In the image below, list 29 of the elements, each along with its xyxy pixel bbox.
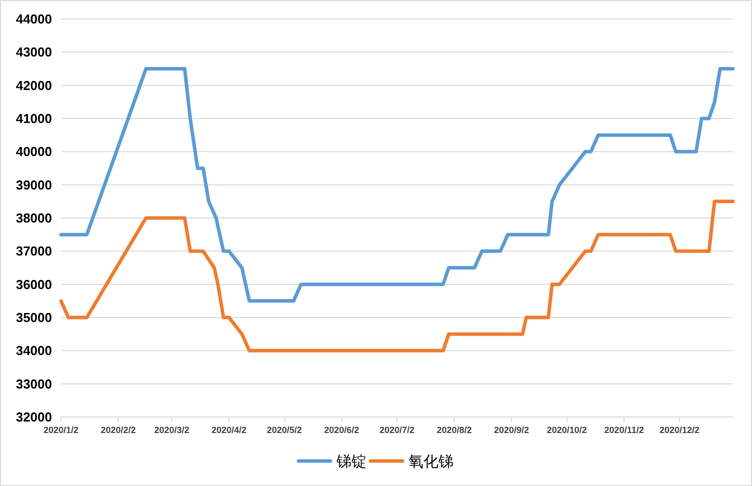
x-tick-label: 2020/7/2 [379,425,415,435]
y-tick-label: 33000 [16,376,52,392]
x-tick-label: 2020/9/2 [494,425,529,435]
y-tick-label: 42000 [16,78,52,93]
y-tick-label: 35000 [16,310,52,326]
x-tick-label: 2020/11/2 [604,425,644,435]
x-tick-label: 2020/2/2 [100,425,136,435]
y-tick-label: 44000 [16,12,52,27]
x-tick-label: 2020/6/2 [324,425,360,435]
y-tick-label: 38000 [16,210,52,226]
y-tick-label: 36000 [16,276,52,292]
x-tick-label: 2020/8/2 [436,425,472,435]
y-tick-label: 40000 [16,144,52,160]
y-tick-label: 41000 [16,111,52,126]
y-tick-label: 34000 [16,343,52,358]
x-tick-label: 2020/4/2 [211,425,247,435]
x-tick-label: 2020/10/2 [546,425,587,435]
line-series [59,200,735,352]
x-tick-label: 2020/3/2 [154,425,190,435]
x-tick-label: 2020/12/2 [659,425,700,435]
x-tick-label: 2020/1/2 [43,425,79,435]
x-tick-label: 2020/5/2 [266,425,302,435]
legend-label: 氧化锑 [408,453,454,470]
legend-label: 锑锭 [336,453,366,470]
line-series [59,67,735,303]
y-tick-label: 32000 [16,410,52,425]
y-tick-label: 37000 [16,244,52,259]
y-tick-label: 39000 [16,177,52,192]
y-tick-label: 43000 [16,44,52,60]
